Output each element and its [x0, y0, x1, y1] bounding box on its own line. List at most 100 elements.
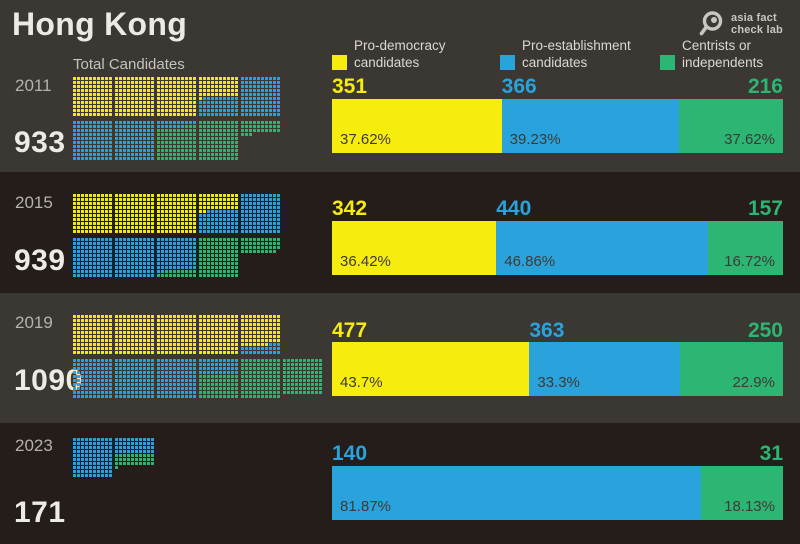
- waffle-dot: [245, 85, 248, 88]
- waffle-dot: [105, 258, 108, 261]
- waffle-dot: [161, 85, 164, 88]
- waffle-dot: [101, 125, 104, 128]
- waffle-dot: [131, 230, 134, 233]
- waffle-dot: [93, 371, 96, 374]
- waffle-dot: [215, 339, 218, 342]
- waffle-dot: [203, 109, 206, 112]
- waffle-dot: [97, 351, 100, 354]
- waffle-dot: [165, 254, 168, 257]
- waffle-dot: [219, 335, 222, 338]
- waffle-dot: [115, 153, 118, 156]
- waffle-dot: [77, 242, 80, 245]
- waffle-dot: [257, 319, 260, 322]
- waffle-dot: [211, 246, 214, 249]
- waffle-dot: [85, 454, 88, 457]
- waffle-dot: [249, 327, 252, 330]
- waffle-dot: [265, 226, 268, 229]
- bar-pct-centrists-2023: 18.13%: [724, 498, 775, 515]
- waffle-dot: [119, 149, 122, 152]
- waffle-dot: [223, 105, 226, 108]
- waffle-dot: [143, 383, 146, 386]
- waffle-dot: [277, 101, 280, 104]
- waffle-dot: [169, 141, 172, 144]
- waffle-dot: [93, 347, 96, 350]
- waffle-dot: [73, 270, 76, 273]
- waffle-dot: [81, 339, 84, 342]
- waffle-dot: [123, 246, 126, 249]
- waffle-dot: [177, 246, 180, 249]
- waffle-dot: [295, 383, 298, 386]
- waffle-dot: [219, 319, 222, 322]
- waffle-dot: [131, 254, 134, 257]
- year-label-2015: 2015: [15, 193, 53, 212]
- waffle-dot: [143, 462, 146, 465]
- waffle-dot: [215, 347, 218, 350]
- waffle-dot: [177, 137, 180, 140]
- waffle-dot: [177, 81, 180, 84]
- waffle-dot: [77, 343, 80, 346]
- waffle-dot: [223, 141, 226, 144]
- waffle-dot: [177, 347, 180, 350]
- waffle-dot: [161, 383, 164, 386]
- waffle-block-2011: [157, 121, 196, 160]
- waffle-dot: [151, 391, 154, 394]
- waffle-dot: [143, 331, 146, 334]
- waffle-dot: [169, 242, 172, 245]
- waffle-dot: [127, 93, 130, 96]
- waffle-dot: [223, 109, 226, 112]
- waffle-dot: [143, 81, 146, 84]
- waffle-dot: [207, 113, 210, 116]
- waffle-dot: [105, 246, 108, 249]
- waffle-dot: [235, 351, 238, 354]
- waffle-dot: [115, 319, 118, 322]
- waffle-dot: [135, 206, 138, 209]
- waffle-dot: [147, 371, 150, 374]
- waffle-dot: [151, 395, 154, 398]
- waffle-dot: [157, 359, 160, 362]
- waffle-dot: [143, 89, 146, 92]
- waffle-dot: [89, 198, 92, 201]
- waffle-dot: [245, 242, 248, 245]
- waffle-dot: [127, 242, 130, 245]
- waffle-dot: [161, 210, 164, 213]
- waffle-dot: [85, 458, 88, 461]
- waffle-dot: [173, 97, 176, 100]
- waffle-dot: [177, 375, 180, 378]
- waffle-dot: [139, 383, 142, 386]
- waffle-dot: [131, 258, 134, 261]
- waffle-dot: [257, 97, 260, 100]
- waffle-dot: [143, 442, 146, 445]
- waffle-dot: [227, 226, 230, 229]
- waffle-dot: [119, 129, 122, 132]
- waffle-dot: [185, 395, 188, 398]
- waffle-dot: [119, 121, 122, 124]
- waffle-dot: [277, 97, 280, 100]
- waffle-dot: [135, 129, 138, 132]
- waffle-dot: [89, 246, 92, 249]
- waffle-dot: [119, 246, 122, 249]
- waffle-dot: [119, 462, 122, 465]
- waffle-dot: [105, 194, 108, 197]
- waffle-dot: [77, 125, 80, 128]
- waffle-dot: [269, 323, 272, 326]
- waffle-dot: [81, 254, 84, 257]
- waffle-dot: [177, 319, 180, 322]
- bar-value-pro-democracy-2011: 351: [332, 75, 368, 98]
- waffle-dot: [245, 395, 248, 398]
- waffle-dot: [249, 194, 252, 197]
- waffle-dot: [161, 343, 164, 346]
- waffle-dot: [123, 125, 126, 128]
- waffle-block-2015: [73, 238, 112, 277]
- waffle-dot: [77, 238, 80, 241]
- waffle-dot: [119, 93, 122, 96]
- waffle-dot: [143, 395, 146, 398]
- waffle-dot: [215, 258, 218, 261]
- waffle-dot: [219, 246, 222, 249]
- waffle-dot: [249, 359, 252, 362]
- waffle-dot: [181, 105, 184, 108]
- waffle-dot: [235, 214, 238, 217]
- waffle-dot: [105, 438, 108, 441]
- waffle-dot: [315, 367, 318, 370]
- waffle-dot: [73, 230, 76, 233]
- waffle-dot: [291, 387, 294, 390]
